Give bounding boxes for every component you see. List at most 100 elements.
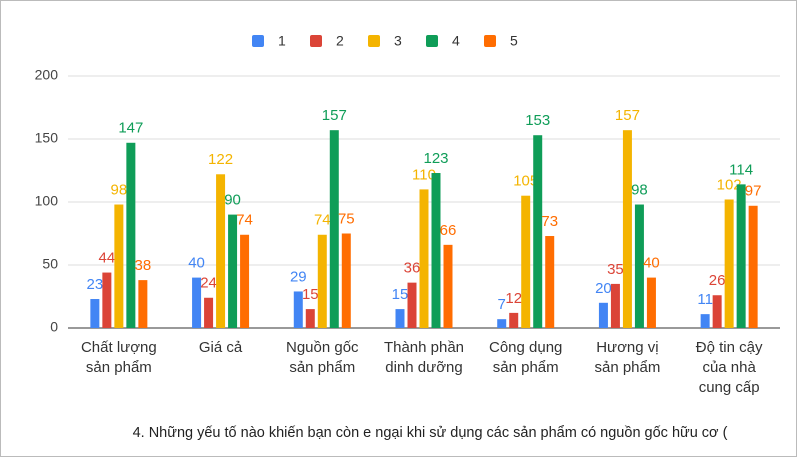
x-tick-label: sản phẩm	[493, 359, 559, 376]
x-tick-label: Thành phần	[384, 339, 464, 356]
legend-swatch	[368, 35, 380, 47]
x-tick-label: Chất lượng	[81, 339, 157, 356]
bar	[634, 204, 644, 328]
data-label: 75	[338, 210, 355, 227]
x-tick-label: dinh dưỡng	[385, 359, 462, 376]
bar	[610, 283, 620, 328]
legend-label: 2	[336, 33, 344, 49]
bar	[240, 234, 250, 328]
bar	[293, 291, 303, 328]
bar	[228, 214, 238, 328]
bar	[724, 199, 734, 328]
bar	[192, 277, 202, 328]
x-tick-label: Giá cả	[199, 339, 243, 356]
x-tick-label: Hương vị	[596, 339, 658, 356]
bar	[700, 314, 710, 328]
bar	[521, 195, 531, 328]
bar	[509, 312, 519, 328]
x-tick-label: Độ tin cậy	[696, 339, 763, 356]
bar	[497, 319, 507, 328]
bar	[533, 135, 543, 328]
data-label: 74	[236, 212, 253, 229]
legend-label: 3	[394, 33, 402, 49]
bar	[646, 277, 656, 328]
y-tick-label: 0	[50, 319, 58, 335]
data-label: 11	[697, 291, 713, 308]
data-label: 36	[404, 260, 421, 277]
x-tick-label: của nhà	[702, 359, 756, 376]
x-axis-title: 4. Những yếu tố nào khiến bạn còn e ngại…	[133, 425, 728, 441]
legend-swatch	[484, 35, 496, 47]
legend-swatch	[252, 35, 264, 47]
x-tick-label: sản phẩm	[594, 359, 660, 376]
data-label: 20	[595, 280, 612, 297]
bar	[305, 309, 315, 328]
bar	[317, 234, 327, 328]
data-label: 44	[99, 250, 116, 267]
bar	[102, 272, 112, 328]
data-label: 98	[631, 181, 648, 198]
data-label: 66	[440, 222, 457, 239]
x-tick-label: sản phẩm	[289, 359, 355, 376]
data-label: 102	[717, 176, 742, 193]
x-tick-label: cung cấp	[699, 379, 760, 396]
legend-swatch	[426, 35, 438, 47]
bar	[138, 280, 148, 328]
data-label: 98	[111, 181, 128, 198]
data-label: 114	[729, 161, 753, 178]
y-tick-label: 50	[42, 256, 58, 272]
bar	[407, 282, 417, 328]
data-label: 153	[525, 112, 550, 129]
bar	[341, 233, 351, 328]
bar	[736, 184, 746, 328]
bar	[545, 236, 555, 328]
data-label: 15	[392, 286, 409, 303]
data-label: 7	[498, 296, 506, 313]
bar	[114, 204, 124, 328]
data-label: 147	[118, 120, 143, 137]
data-label: 40	[188, 255, 205, 272]
bar	[419, 189, 429, 328]
bar	[622, 130, 632, 328]
x-tick-label: sản phẩm	[86, 359, 152, 376]
y-tick-label: 150	[35, 130, 59, 146]
data-label: 24	[200, 275, 217, 292]
y-tick-label: 200	[35, 67, 59, 83]
data-label: 38	[135, 257, 152, 274]
bar	[329, 130, 339, 328]
data-label: 110	[412, 166, 436, 183]
bar	[204, 297, 214, 328]
y-tick-label: 100	[35, 193, 59, 209]
legend-label: 5	[510, 33, 518, 49]
data-label: 157	[322, 107, 347, 124]
x-tick-label: Công dụng	[489, 339, 562, 356]
data-label: 157	[615, 107, 640, 124]
data-label: 12	[505, 290, 522, 307]
bar	[712, 295, 722, 328]
bar	[443, 244, 453, 328]
bar	[598, 302, 608, 328]
legend-label: 1	[278, 33, 286, 49]
data-label: 40	[643, 255, 660, 272]
data-label: 29	[290, 268, 307, 285]
legend-label: 4	[452, 33, 460, 49]
data-label: 26	[709, 272, 726, 289]
data-label: 123	[423, 150, 448, 167]
data-label: 105	[513, 173, 538, 190]
data-label: 35	[607, 261, 624, 278]
data-label: 74	[314, 212, 331, 229]
bar	[431, 173, 441, 328]
bar	[216, 174, 226, 328]
bar	[748, 205, 758, 328]
data-label: 73	[541, 213, 558, 230]
data-label: 90	[224, 192, 241, 209]
bar	[395, 309, 405, 328]
bar	[90, 299, 100, 328]
data-label: 122	[208, 151, 233, 168]
data-label: 15	[302, 286, 319, 303]
data-label: 97	[745, 183, 762, 200]
legend-swatch	[310, 35, 322, 47]
data-label: 23	[87, 276, 104, 293]
x-tick-label: Nguồn gốc	[286, 339, 359, 356]
